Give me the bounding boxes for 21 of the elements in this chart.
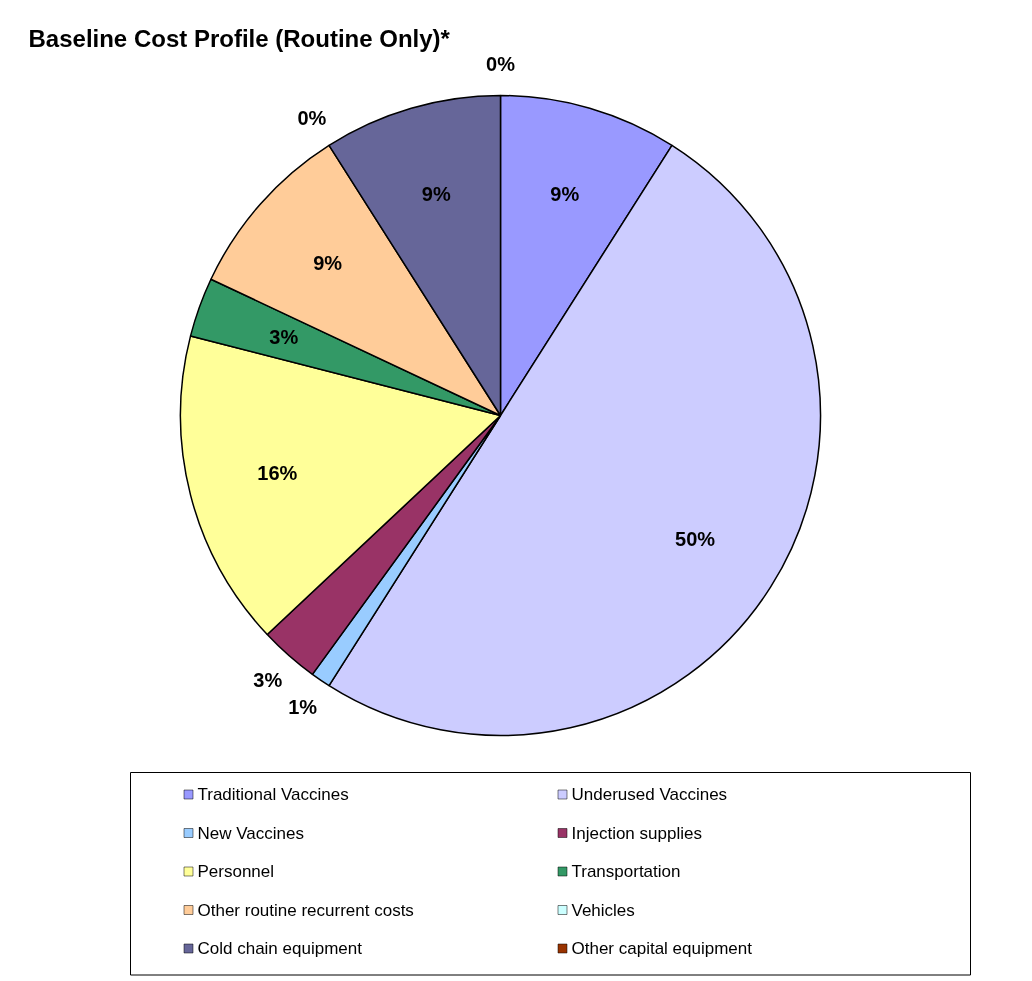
data-label: 9% <box>550 183 580 206</box>
data-label: 16% <box>257 461 298 484</box>
legend-label: Injection supplies <box>571 823 702 843</box>
legend-label: New Vaccines <box>197 823 304 843</box>
legend-label: Personnel <box>197 862 275 881</box>
text: 0% <box>486 52 515 75</box>
data-label: 50% <box>675 527 716 550</box>
legend-label: Vehicles <box>571 900 635 920</box>
data-label: 1% <box>288 695 318 718</box>
data-label: 3% <box>269 326 299 349</box>
legend-label: Underused Vaccines <box>571 785 728 804</box>
chart-title: Baseline Cost Profile (Routine Only)* <box>28 25 451 52</box>
data-label: 3% <box>253 668 283 691</box>
legend-label: Traditional Vaccines <box>197 785 349 804</box>
legend-label: Cold chain equipment <box>197 939 363 958</box>
legend-label: Other routine recurrent costs <box>197 900 414 920</box>
legend-label: Other capital equipment <box>571 939 753 958</box>
data-label: 9% <box>421 183 451 206</box>
data-label: 9% <box>313 252 343 275</box>
text: 0% <box>297 107 327 130</box>
legend-label: Transportation <box>571 862 681 881</box>
